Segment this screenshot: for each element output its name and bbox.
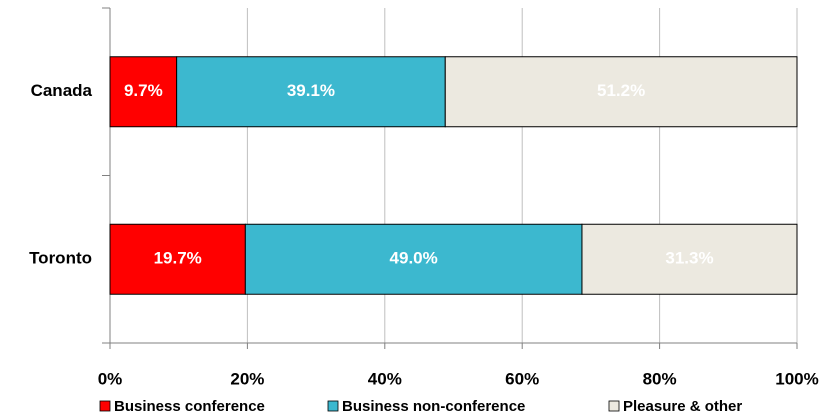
x-tick-label: 20%: [230, 369, 264, 388]
y-tick-label: Canada: [31, 81, 93, 100]
x-tick-label: 60%: [505, 369, 539, 388]
data-label: 39.1%: [287, 81, 335, 100]
bar-segment: [444, 56, 798, 128]
bar-segment: [176, 56, 446, 128]
data-label: 49.0%: [390, 249, 438, 268]
bar-segment: [109, 56, 178, 128]
legend-swatch: [608, 400, 620, 412]
legend-swatch: [327, 400, 339, 412]
data-label: 19.7%: [154, 249, 202, 268]
data-label: 51.2%: [597, 81, 645, 100]
x-tick-label: 100%: [775, 369, 818, 388]
x-tick-label: 0%: [98, 369, 123, 388]
legend-label: Business non-conference: [342, 398, 525, 415]
legend-swatch: [99, 400, 111, 412]
x-tick-label: 40%: [368, 369, 402, 388]
legend-label: Pleasure & other: [623, 398, 742, 415]
data-label: 31.3%: [665, 249, 713, 268]
data-label: 9.7%: [124, 81, 163, 100]
bar-segment: [581, 223, 798, 295]
x-tick-label: 80%: [643, 369, 677, 388]
legend-label: Business conference: [114, 398, 265, 415]
y-tick-label: Toronto: [29, 249, 92, 268]
